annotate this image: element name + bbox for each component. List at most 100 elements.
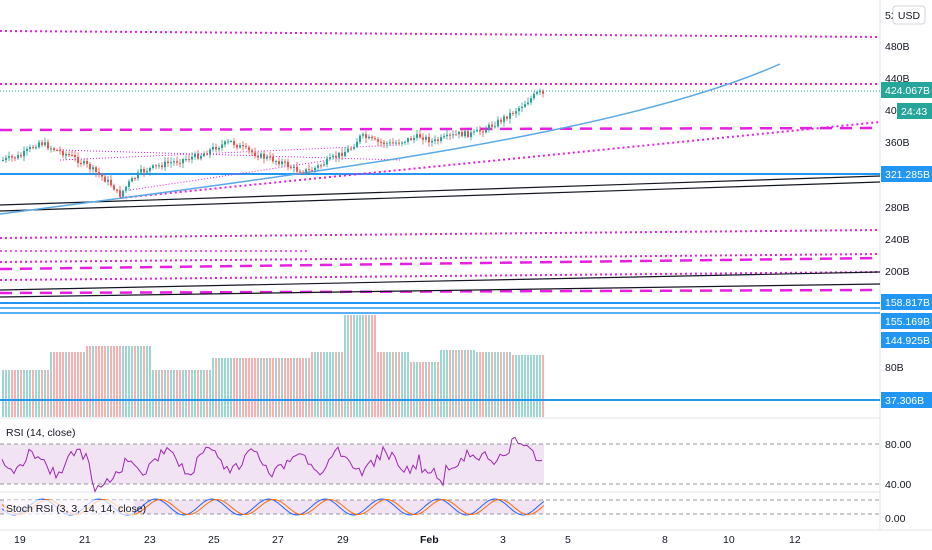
rsi-pane [0,436,880,494]
candle-body [281,161,283,165]
candle-body [392,142,394,144]
currency-button[interactable]: USD [892,5,926,25]
volume-bar [41,370,43,417]
candle-body [236,145,238,148]
volume-bar [542,355,544,417]
volume-bar [416,362,418,417]
volume-bar [212,358,214,417]
volume-bar [143,346,145,417]
candle-body [263,153,265,159]
volume-bar [266,358,268,417]
candle-body [266,156,268,159]
volume-bar [383,352,385,417]
volume-bar [299,358,301,417]
level-tag: 144.925B [881,332,932,348]
volume-bar [185,370,187,417]
volume-bar [194,370,196,417]
volume-bar [533,355,535,417]
level-tag-value: 321.285B [885,169,930,181]
candle-body [14,157,16,159]
time-axis: 19 21 23 25 27 29 Feb 3 5 8 10 12 [14,534,801,546]
volume-bar [521,355,523,417]
level-tag-value: 144.925B [885,335,930,347]
volume-bar [272,358,274,417]
candle-body [341,152,343,157]
volume-bar [182,370,184,417]
candle-body [428,136,430,143]
volume-bar [332,352,334,417]
volume-bar [311,352,313,417]
candle-body [419,134,421,138]
volume-bar [347,315,349,417]
candle-body [431,140,433,143]
volume-bar [125,346,127,417]
countdown-value: 24:43 [901,106,927,118]
price-axis-label: 200B [885,266,910,278]
candle-body [176,161,178,163]
level-tag: 37.306B [881,392,932,408]
volume-bar [407,352,409,417]
volume-bar [482,352,484,417]
candle-body [50,148,52,150]
volume-bar [131,346,133,417]
candle-body [374,138,376,140]
rsi-line [1,436,543,494]
time-tick-label: 5 [565,534,571,546]
candle-body [284,161,286,163]
volume-bar [149,346,151,417]
candle-body [26,149,28,151]
volume-bar [530,355,532,417]
volume-bar [119,346,121,417]
candle-body [224,141,226,145]
candle-body [275,161,277,163]
candle-body [299,171,301,173]
volume-bar [446,350,448,417]
candle-body [20,155,22,157]
level-tag-value: 155.169B [885,316,930,328]
volume-bar [509,352,511,417]
level-line [0,126,881,132]
candle-body [338,152,340,158]
candle-body [464,131,466,137]
candle-body [425,136,427,140]
volume-bar [200,370,202,417]
candle-body [212,146,214,150]
candle-body [104,176,106,182]
volume-bar [224,358,226,417]
volume-bar [59,352,61,417]
candle-body [143,169,145,173]
candle-body [440,137,442,142]
candle-body [248,147,250,151]
candle-body [305,169,307,173]
time-tick-label: 8 [662,534,668,546]
candle-body [473,131,475,133]
volume-bar [110,346,112,417]
volume-bar [395,352,397,417]
candle-body [53,148,55,150]
volume-bar [389,352,391,417]
volume-bar [278,358,280,417]
candle-body [260,153,262,158]
volume-bar [341,352,343,417]
stoch-indicator-label[interactable]: Stoch RSI (3, 3, 14, 14, close) [6,503,146,515]
volume-bar [323,352,325,417]
volume-bar [473,350,475,417]
candle-body [365,134,367,139]
candle-body [377,139,379,142]
candle-body [197,153,199,159]
candle-body [512,112,514,114]
level-tag-value: 158.817B [885,297,930,309]
candle-body [71,154,73,156]
candle-body [395,142,397,144]
volume-bar [197,370,199,417]
volume-bar [455,350,457,417]
volume-bar [221,358,223,417]
rsi-indicator-label[interactable]: RSI (14, close) [6,427,75,439]
rsi-band [0,444,544,484]
volume-bar [11,370,13,417]
volume-bar [296,358,298,417]
candle-body [77,157,79,164]
last-price-value: 424.067B [885,85,930,97]
price-axis-label: 280B [885,202,910,214]
